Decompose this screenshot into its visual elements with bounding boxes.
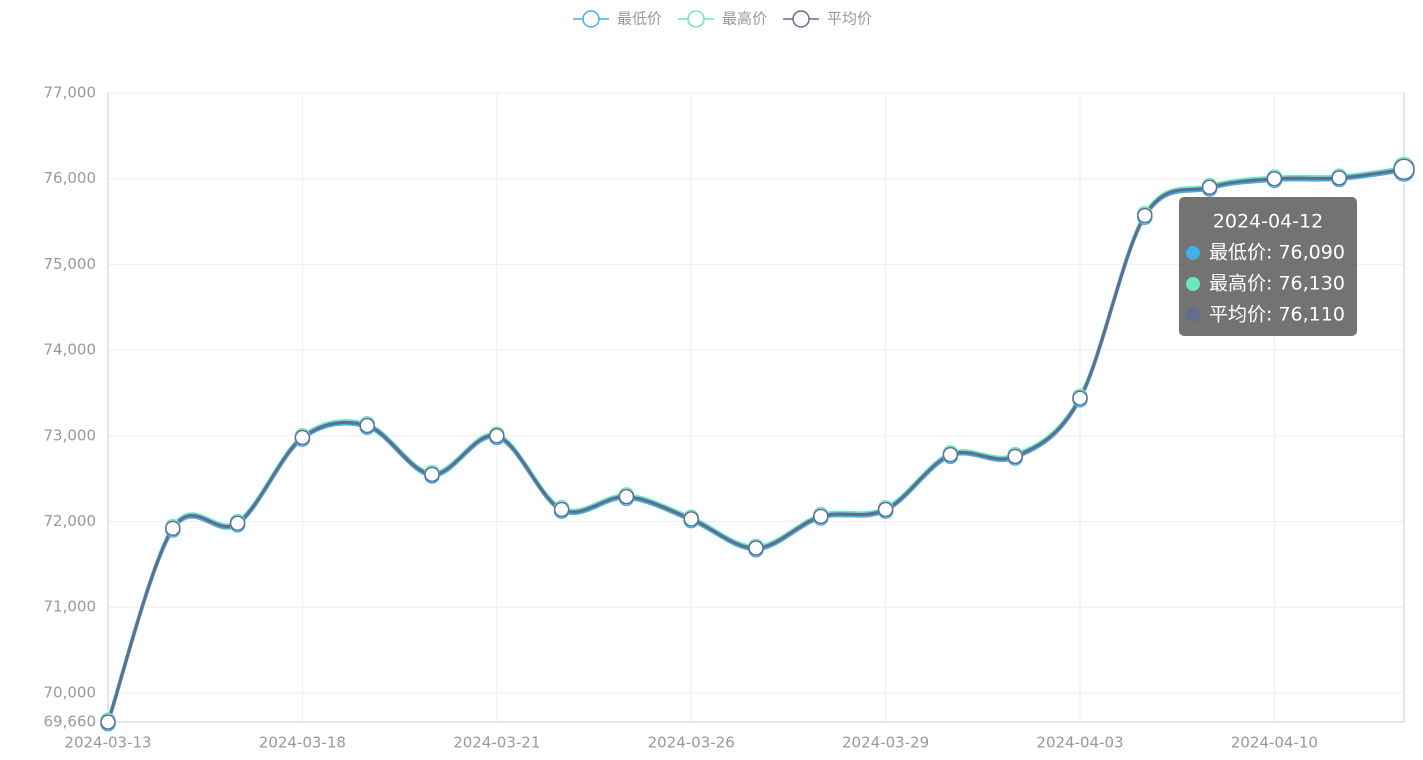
data-point — [294, 429, 311, 446]
tooltip-row: 最高价: 76,130 — [1209, 273, 1345, 295]
x-tick-label: 2024-04-10 — [1231, 734, 1318, 752]
data-point — [1137, 207, 1153, 224]
y-tick-label: 73,000 — [44, 426, 97, 444]
y-tick-label: 74,000 — [44, 341, 97, 359]
data-point — [1072, 390, 1088, 406]
tooltip-dot — [1186, 308, 1200, 322]
tooltip-dot — [1186, 277, 1200, 291]
data-point — [942, 446, 959, 463]
x-tick-label: 2024-03-18 — [259, 734, 346, 752]
tooltip-title: 2024-04-12 — [1213, 211, 1323, 233]
data-point — [1266, 170, 1283, 187]
legend-label: 最低价 — [617, 10, 662, 28]
data-point — [359, 417, 375, 434]
x-tick-label: 2024-04-03 — [1036, 734, 1123, 752]
data-point — [813, 508, 829, 525]
legend-label: 平均价 — [827, 10, 872, 28]
legend-item[interactable]: 最高价 — [678, 10, 767, 28]
data-point — [100, 714, 116, 730]
tooltip-dot — [1186, 246, 1200, 260]
y-tick-label: 77,000 — [44, 84, 97, 102]
data-point — [748, 540, 764, 556]
data-point — [165, 520, 181, 537]
x-tick-label: 2024-03-21 — [453, 734, 540, 752]
data-point — [618, 488, 635, 505]
legend-marker — [687, 10, 705, 28]
legend-item[interactable]: 最低价 — [573, 10, 662, 28]
legend-marker — [582, 10, 600, 28]
x-tick-label: 2024-03-13 — [64, 734, 151, 752]
tooltip-box — [1179, 197, 1357, 336]
data-point — [877, 501, 894, 518]
y-tick-label: 76,000 — [44, 169, 97, 187]
x-tick-label: 2024-03-29 — [842, 734, 929, 752]
data-point — [683, 511, 699, 527]
y-tick-label: 70,000 — [44, 683, 97, 701]
data-point — [424, 466, 440, 483]
y-tick-label: 69,660 — [44, 713, 97, 731]
data-point — [1007, 448, 1023, 465]
legend-label: 最高价 — [722, 10, 767, 28]
data-point — [1393, 158, 1415, 181]
data-point — [229, 515, 246, 531]
y-tick-label: 72,000 — [44, 512, 97, 530]
legend-item[interactable]: 平均价 — [783, 10, 872, 28]
data-point — [553, 501, 570, 518]
tooltip-row: 最低价: 76,090 — [1209, 242, 1345, 264]
legend-marker — [792, 10, 810, 28]
data-point — [1331, 170, 1347, 186]
series-line — [106, 167, 1405, 723]
tooltip: 2024-04-12 最低价: 76,090 最高价: 76,130 平均价: 76,… — [1179, 197, 1357, 336]
tooltip-row: 平均价: 76,110 — [1209, 304, 1345, 326]
y-tick-label: 75,000 — [44, 255, 97, 273]
data-point — [1201, 179, 1218, 196]
data-point — [489, 428, 505, 444]
y-tick-label: 71,000 — [44, 598, 97, 616]
x-tick-label: 2024-03-26 — [648, 734, 735, 752]
